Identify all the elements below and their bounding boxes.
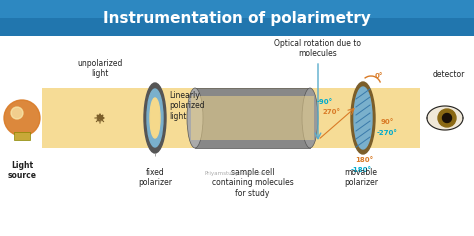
Text: 180°: 180°	[355, 157, 373, 163]
FancyBboxPatch shape	[195, 88, 310, 148]
FancyBboxPatch shape	[191, 96, 314, 140]
Ellipse shape	[150, 98, 160, 138]
Text: 270°: 270°	[323, 109, 341, 115]
FancyBboxPatch shape	[0, 0, 474, 18]
Text: unpolarized
light: unpolarized light	[77, 59, 123, 78]
Text: -270°: -270°	[377, 130, 398, 136]
Text: -90°: -90°	[317, 99, 333, 105]
Text: -180°: -180°	[351, 167, 372, 173]
Text: Priyamstudycentre.com: Priyamstudycentre.com	[204, 172, 270, 177]
FancyBboxPatch shape	[0, 0, 474, 36]
Circle shape	[11, 107, 23, 119]
Text: movable
polarizer: movable polarizer	[344, 168, 378, 187]
Ellipse shape	[354, 87, 372, 149]
Text: Light
source: Light source	[8, 161, 36, 180]
Ellipse shape	[427, 106, 463, 130]
Text: sample cell
containing molecules
for study: sample cell containing molecules for stu…	[211, 168, 293, 198]
Circle shape	[438, 109, 456, 127]
Text: Linearly
polarized
light: Linearly polarized light	[169, 91, 205, 121]
Text: Instrumentation of polarimetry: Instrumentation of polarimetry	[103, 10, 371, 25]
Text: detector: detector	[433, 70, 465, 79]
Ellipse shape	[187, 88, 203, 148]
Text: fixed
polarizer: fixed polarizer	[138, 168, 172, 187]
FancyBboxPatch shape	[42, 88, 420, 148]
Circle shape	[4, 100, 40, 136]
Circle shape	[443, 114, 452, 122]
Ellipse shape	[144, 83, 166, 153]
Text: Optical rotation due to
molecules: Optical rotation due to molecules	[274, 39, 362, 58]
Ellipse shape	[147, 89, 163, 147]
Text: 0°: 0°	[375, 73, 383, 79]
FancyBboxPatch shape	[14, 132, 30, 140]
Ellipse shape	[351, 82, 375, 154]
Ellipse shape	[302, 88, 318, 148]
Text: 90°: 90°	[381, 119, 394, 125]
